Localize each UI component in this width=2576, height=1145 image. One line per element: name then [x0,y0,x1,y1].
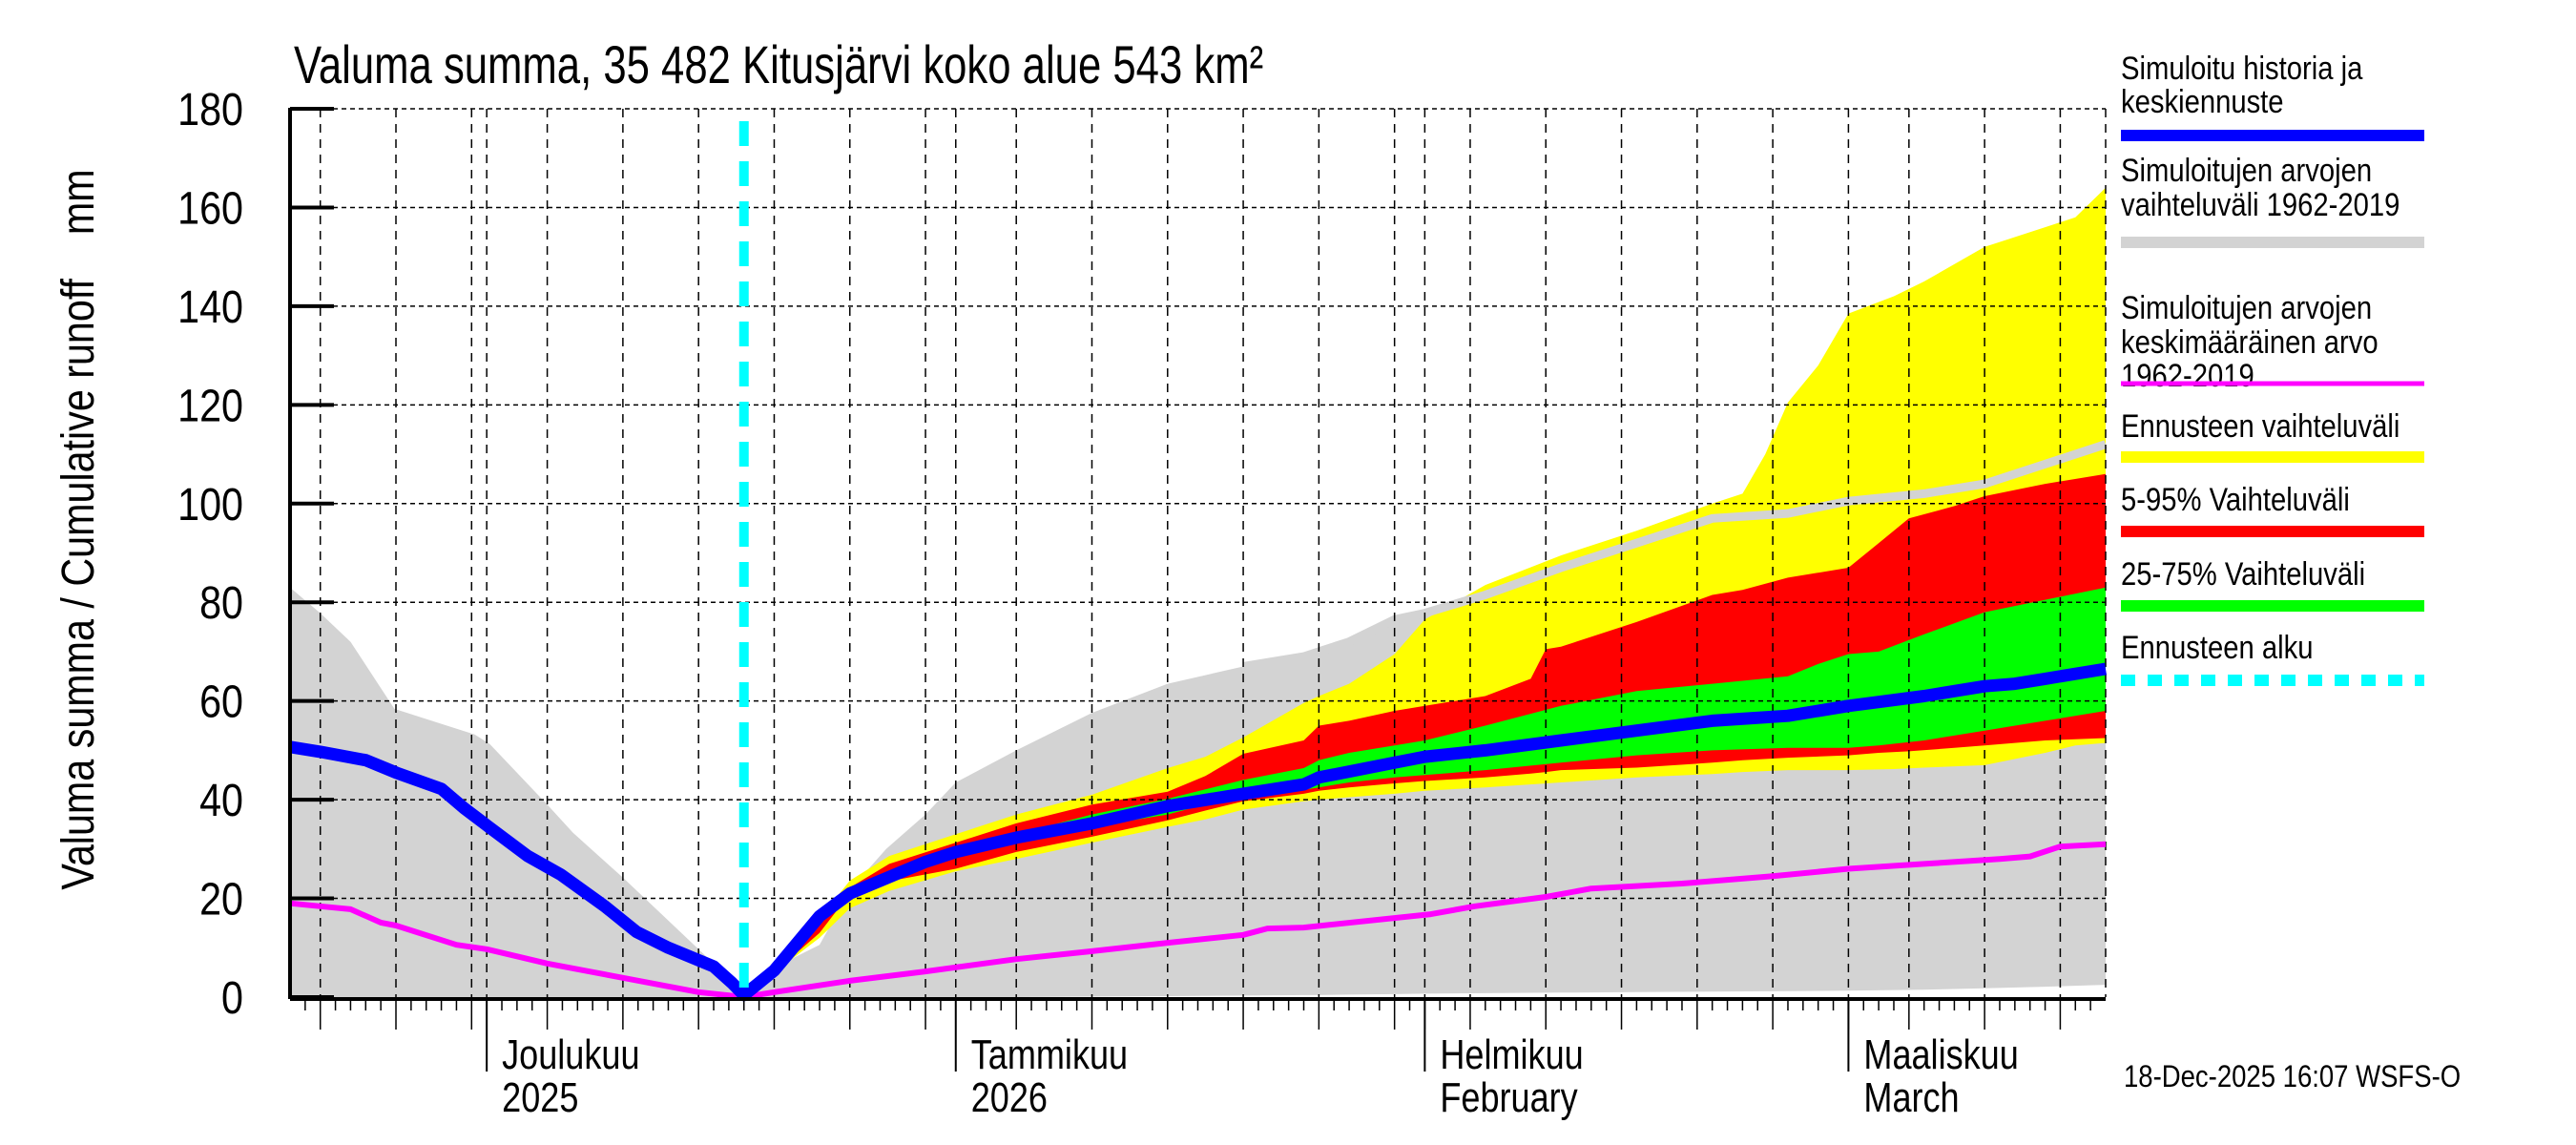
month-sublabel: 2025 [502,1074,578,1121]
lines-layer [288,121,2108,1002]
y-tick-label: 80 [199,577,243,629]
grid-layer [290,108,2107,997]
historical-max-line [1242,440,2108,671]
legend-item: 25-75% Vaihteluväli [2121,555,2424,612]
p25-75-band [743,587,2106,997]
legend-item: Ennusteen alku [2121,629,2424,686]
legend-item: 5-95% Vaihteluväli [2121,481,2424,537]
month-sublabel: February [1440,1074,1578,1121]
month-sublabel: 2026 [971,1074,1048,1121]
legend-label: 5-95% Vaihteluväli [2121,481,2350,518]
y-tick-label: 60 [199,677,243,728]
legend-label: keskimääräinen arvo [2121,323,2379,361]
month-label: Maaliskuu [1863,1031,2018,1078]
month-sublabel: March [1863,1074,1959,1121]
legend-label: 1962-2019 [2121,357,2254,394]
legend-label: Simuloitujen arvojen [2121,289,2372,326]
y-tick-label: 140 [177,281,243,333]
timestamp-footer: 18-Dec-2025 16:07 WSFS-O [2124,1060,2461,1093]
month-label: Tammikuu [971,1031,1128,1078]
month-label: Helmikuu [1440,1031,1583,1078]
historical-mean-line [289,841,2107,1000]
axes-layer [288,107,2106,1072]
y-axis-label: Valuma summa / Cumulative runoff mm [52,169,104,889]
chart-title: Valuma summa, 35 482 Kitusjärvi koko alu… [294,35,1263,94]
y-tick-label: 40 [199,775,243,826]
legend-label: 25-75% Vaihteluväli [2121,555,2365,593]
legend-label: Ennusteen alku [2121,629,2313,666]
legend: Simuloitu historia jakeskiennusteSimuloi… [2121,50,2424,686]
y-tick-label: 180 [177,84,243,135]
y-tick-label: 120 [177,380,243,431]
month-label: Joulukuu [502,1031,639,1078]
legend-label: vaihteluväli 1962-2019 [2121,186,2399,223]
legend-label: Simuloitujen arvojen [2121,152,2372,189]
y-tick-label: 0 [221,972,243,1024]
legend-item: Ennusteen vaihteluväli [2121,407,2424,463]
median-forecast-line [288,662,2108,1002]
y-tick-labels: 0 20 40 60 80 100 120 140 160 180 [177,84,243,1024]
legend-label: keskiennuste [2121,83,2284,120]
legend-label: Simuloitu historia ja [2121,50,2363,87]
y-tick-label: 100 [177,479,243,531]
legend-label: Ennusteen vaihteluväli [2121,407,2399,445]
y-tick-label: 20 [199,874,243,926]
y-tick-label: 160 [177,183,243,235]
